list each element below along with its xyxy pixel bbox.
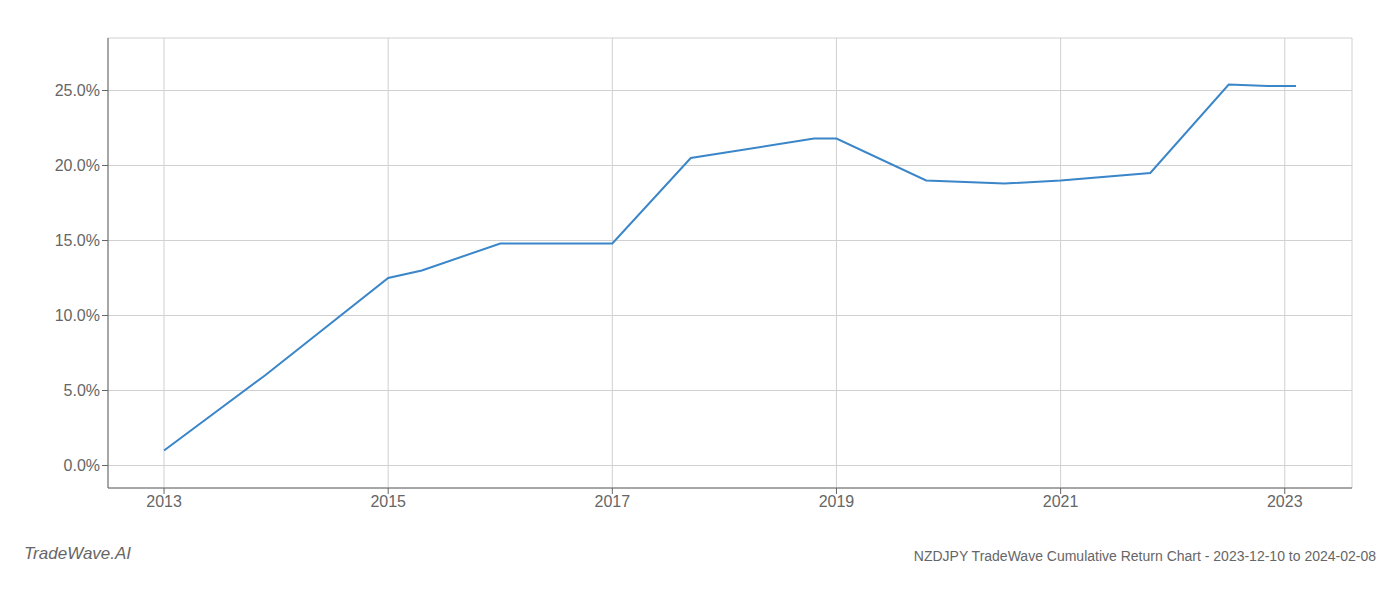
svg-text:0.0%: 0.0%	[64, 457, 100, 474]
svg-text:15.0%: 15.0%	[55, 232, 100, 249]
svg-text:2019: 2019	[819, 493, 855, 510]
svg-text:2017: 2017	[595, 493, 631, 510]
svg-text:2023: 2023	[1267, 493, 1303, 510]
svg-text:25.0%: 25.0%	[55, 82, 100, 99]
svg-text:20.0%: 20.0%	[55, 157, 100, 174]
html-text:TradeWave.AI: TradeWave.AI	[24, 544, 132, 563]
svg-text:5.0%: 5.0%	[64, 382, 100, 399]
svg-text:2021: 2021	[1043, 493, 1079, 510]
html-text:NZDJPY TradeWave Cumulative Re: NZDJPY TradeWave Cumulative Return Chart…	[913, 548, 1376, 564]
svg-text:2015: 2015	[370, 493, 406, 510]
svg-text:2013: 2013	[146, 493, 182, 510]
svg-text:10.0%: 10.0%	[55, 307, 100, 324]
